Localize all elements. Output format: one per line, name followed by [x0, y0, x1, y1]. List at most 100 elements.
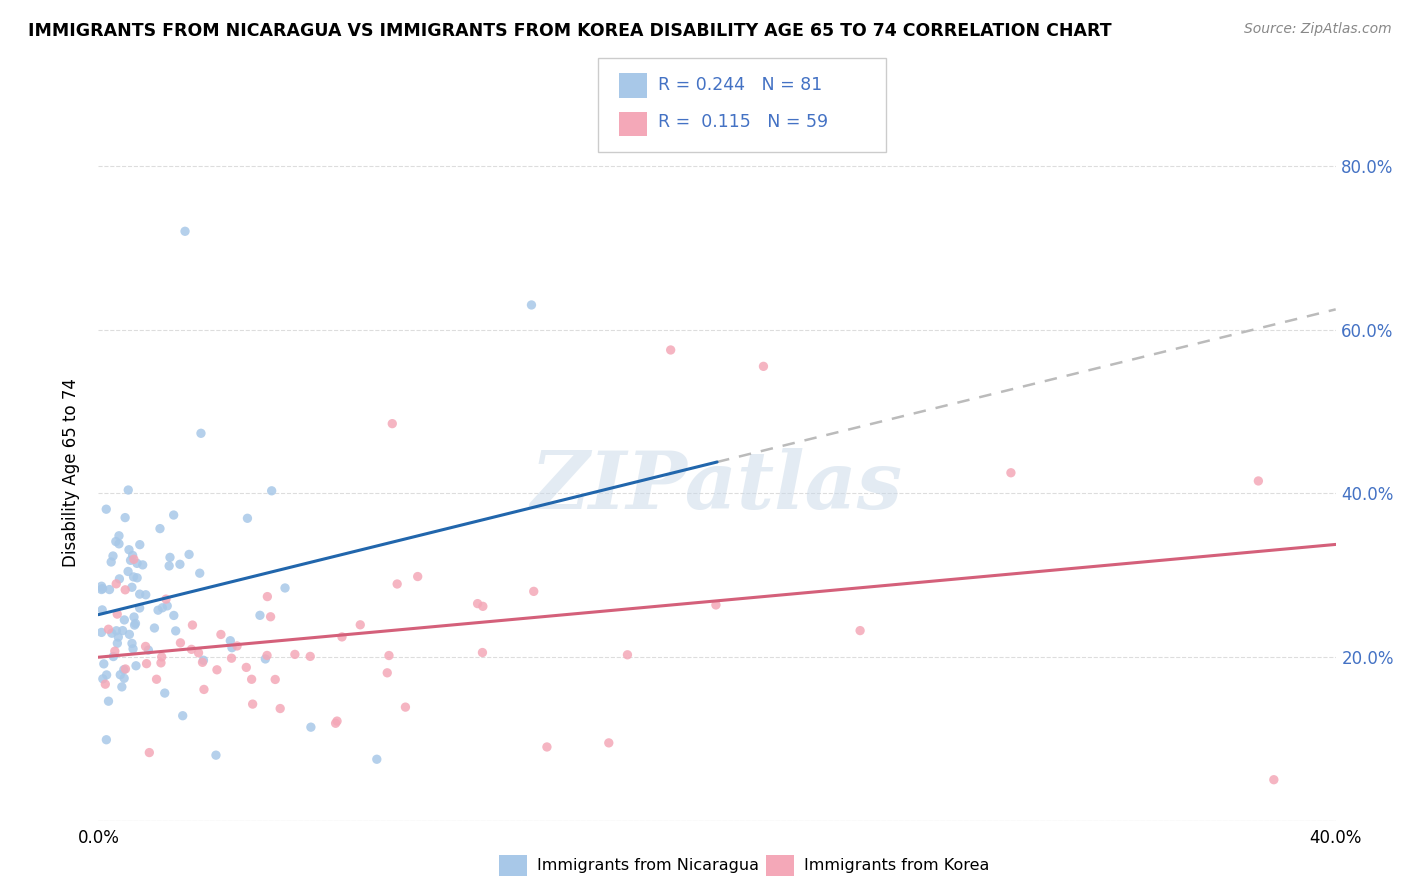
Point [366, 752, 388, 766]
Point [704, 598, 727, 612]
Point [90, 625, 112, 640]
Text: R =  0.115   N = 59: R = 0.115 N = 59 [658, 113, 828, 131]
Point [471, 599, 494, 614]
Point [169, 636, 191, 650]
Point [108, 537, 131, 551]
Point [117, 483, 139, 497]
Point [1247, 474, 1270, 488]
Point [121, 636, 143, 650]
Point [110, 667, 132, 681]
Point [135, 640, 157, 654]
Point [256, 648, 278, 663]
Text: ZIPatlas: ZIPatlas [531, 448, 903, 525]
Point [269, 701, 291, 715]
Point [112, 663, 135, 677]
Point [128, 587, 150, 601]
Point [378, 648, 401, 663]
Point [221, 651, 243, 665]
Point [381, 417, 404, 431]
Point [236, 511, 259, 525]
Point [190, 426, 212, 441]
Point [121, 580, 143, 594]
Point [181, 618, 204, 632]
Point [111, 680, 134, 694]
Point [406, 569, 429, 583]
Point [101, 626, 124, 640]
Point [274, 581, 297, 595]
Point [135, 657, 157, 671]
Point [128, 538, 150, 552]
Point [536, 739, 558, 754]
Point [598, 736, 620, 750]
Point [138, 643, 160, 657]
Point [122, 610, 145, 624]
Point [138, 746, 160, 760]
Point [98, 582, 121, 597]
Point [188, 566, 211, 581]
Point [205, 748, 228, 763]
Point [91, 582, 114, 596]
Point [118, 542, 141, 557]
Point [254, 652, 277, 666]
Point [163, 608, 186, 623]
Point [191, 656, 214, 670]
Point [221, 640, 243, 655]
Point [90, 582, 112, 597]
Point [96, 732, 118, 747]
Point [135, 588, 157, 602]
Point [131, 558, 153, 572]
Point [150, 649, 173, 664]
Point [150, 600, 173, 615]
Point [91, 603, 114, 617]
Point [471, 646, 494, 660]
Point [153, 686, 176, 700]
Point [105, 636, 128, 650]
Point [122, 552, 145, 566]
Point [105, 577, 128, 591]
Point [125, 658, 148, 673]
Point [107, 630, 129, 644]
Point [264, 673, 287, 687]
Point [97, 622, 120, 636]
Point [146, 603, 169, 617]
Point [226, 639, 249, 653]
Point [520, 298, 543, 312]
Point [349, 617, 371, 632]
Point [149, 656, 172, 670]
Point [467, 597, 489, 611]
Point [174, 224, 197, 238]
Point [209, 627, 232, 641]
Point [90, 579, 112, 593]
Point [143, 621, 166, 635]
Point [105, 607, 128, 621]
Point [124, 618, 146, 632]
Point [96, 502, 118, 516]
Y-axis label: Disability Age 65 to 74: Disability Age 65 to 74 [62, 378, 80, 567]
Point [187, 646, 209, 660]
Point [242, 697, 264, 711]
Point [104, 644, 127, 658]
Point [1000, 466, 1022, 480]
Point [100, 555, 122, 569]
Point [299, 649, 322, 664]
Point [177, 548, 200, 562]
Text: Immigrants from Nicaragua: Immigrants from Nicaragua [537, 858, 759, 872]
Point [325, 716, 347, 731]
Point [849, 624, 872, 638]
Point [165, 624, 187, 638]
Text: Source: ZipAtlas.com: Source: ZipAtlas.com [1244, 22, 1392, 37]
Point [94, 677, 117, 691]
Point [169, 558, 191, 572]
Point [118, 627, 141, 641]
Point [240, 673, 263, 687]
Point [616, 648, 638, 662]
Point [1263, 772, 1285, 787]
Point [219, 633, 242, 648]
Point [752, 359, 775, 374]
Point [193, 653, 215, 667]
Point [101, 549, 124, 563]
Point [299, 720, 322, 734]
Point [260, 483, 283, 498]
Point [114, 662, 136, 676]
Point [103, 649, 125, 664]
